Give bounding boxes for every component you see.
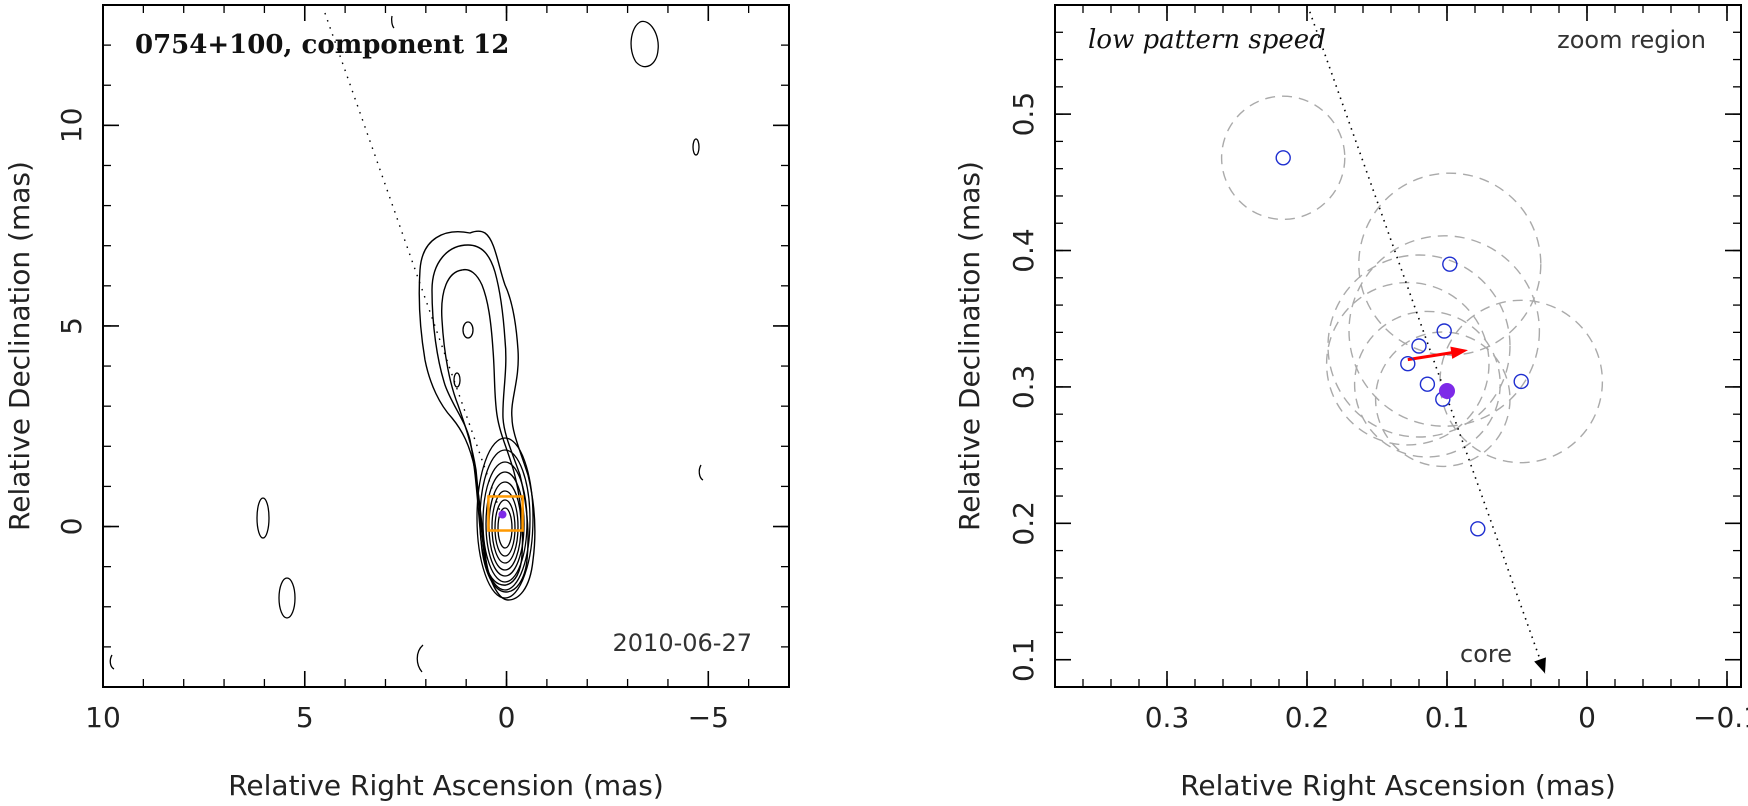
uncertainty-circle <box>1358 172 1542 356</box>
left-plot-frame <box>102 4 790 688</box>
component-position-point <box>1419 376 1436 392</box>
right-y-tick-label: 0.1 <box>1007 637 1040 682</box>
left-y-tick-label: 5 <box>55 317 88 335</box>
component-position-point <box>1400 356 1416 372</box>
left-x-tick-label: 10 <box>85 701 121 734</box>
component-position-point <box>1436 323 1452 339</box>
right-x-axis-label: Relative Right Ascension (mas) <box>1180 769 1616 802</box>
left-x-tick-labels: 10 5 0 −5 <box>85 701 729 734</box>
right-plot-frame <box>1054 4 1742 688</box>
left-y-tick-labels: 0 5 10 <box>55 108 88 536</box>
component-position-point <box>1411 338 1427 354</box>
right-x-tick-label: 0.2 <box>1285 701 1330 734</box>
zoom-region-box <box>487 495 524 532</box>
component-position-point <box>1275 150 1291 166</box>
right-y-tick-labels: 0.1 0.2 0.3 0.4 0.5 <box>1007 92 1040 682</box>
right-x-tick-label: 0.1 <box>1425 701 1470 734</box>
uncertainty-circle <box>1348 235 1541 427</box>
noise-contour <box>698 464 704 481</box>
right-lines <box>1309 11 1546 674</box>
left-x-axis-label: Relative Right Ascension (mas) <box>228 769 664 802</box>
noise-contour <box>416 644 424 673</box>
noise-contour <box>390 15 395 29</box>
right-region-label: zoom region <box>1557 26 1706 54</box>
core-contour <box>476 437 534 599</box>
velocity-arrow-head <box>1450 346 1468 359</box>
left-overlays <box>324 12 524 532</box>
uncertainty-circle <box>1353 310 1501 458</box>
left-date-label: 2010-06-27 <box>613 629 752 657</box>
jet-contour-2 <box>431 244 529 593</box>
right-uncertainty-circles <box>1220 95 1604 468</box>
panel-left-contour-map: 0754+100, component 12 2010-06-27 10 5 0 −5… <box>3 4 790 802</box>
right-tick-marks <box>1054 4 1741 688</box>
mean-position-point <box>1439 383 1455 400</box>
left-tick-marks <box>102 4 790 688</box>
left-title: 0754+100, component 12 <box>135 30 509 60</box>
component-position-point <box>1513 373 1529 390</box>
core-contour <box>485 471 525 577</box>
noise-contour <box>109 654 115 670</box>
core-contour <box>479 449 531 591</box>
noise-contour <box>630 20 659 68</box>
component-position-point <box>1470 521 1486 537</box>
core-arrow-head <box>1534 657 1546 674</box>
left-x-tick-label: −5 <box>688 701 729 734</box>
right-position-points <box>1275 150 1529 537</box>
left-y-axis-label: Relative Declination (mas) <box>3 161 36 531</box>
left-contours <box>109 15 704 673</box>
right-x-tick-labels: 0.3 0.2 0.1 0 −0.1 <box>1145 701 1748 734</box>
right-y-tick-label: 0.5 <box>1007 92 1040 137</box>
noise-contour <box>256 497 270 539</box>
right-x-tick-label: −0.1 <box>1693 701 1748 734</box>
noise-contour <box>692 138 700 156</box>
core-contour <box>494 499 516 557</box>
panel-right-zoom-region: low pattern speed zoom region core 0.3 0.… <box>953 4 1748 802</box>
jet-contour-3 <box>441 268 524 586</box>
uncertainty-circle <box>1327 254 1511 438</box>
core-contour <box>497 507 513 549</box>
uncertainty-circle <box>1220 95 1346 221</box>
component-marker <box>498 510 507 519</box>
right-y-tick-label: 0.4 <box>1007 228 1040 273</box>
right-y-tick-label: 0.2 <box>1007 501 1040 546</box>
right-x-tick-label: 0.3 <box>1145 701 1190 734</box>
uncertainty-circle <box>1325 281 1490 446</box>
core-contour <box>482 461 528 583</box>
component-position-point <box>1442 256 1458 272</box>
core-label: core <box>1460 640 1512 668</box>
core-contour <box>491 490 519 564</box>
velocity-arrow-shaft <box>1407 350 1457 362</box>
noise-contour <box>278 577 296 619</box>
right-y-axis-label: Relative Declination (mas) <box>953 161 986 531</box>
right-y-tick-label: 0.3 <box>1007 365 1040 410</box>
ridge-line-to-core <box>1309 11 1546 674</box>
left-jet-ridge-line <box>324 12 502 513</box>
right-x-tick-label: 0 <box>1578 701 1596 734</box>
right-title: low pattern speed <box>1088 25 1326 55</box>
left-x-tick-label: 0 <box>498 701 516 734</box>
left-x-tick-label: 5 <box>296 701 314 734</box>
left-y-tick-label: 0 <box>55 518 88 536</box>
jet-knot-contour <box>453 372 461 388</box>
left-y-tick-label: 10 <box>55 108 88 144</box>
jet-contour-outer <box>418 230 536 601</box>
uncertainty-circle <box>1374 331 1511 468</box>
jet-knot-contour <box>462 321 474 339</box>
uncertainty-circle <box>1439 299 1604 464</box>
